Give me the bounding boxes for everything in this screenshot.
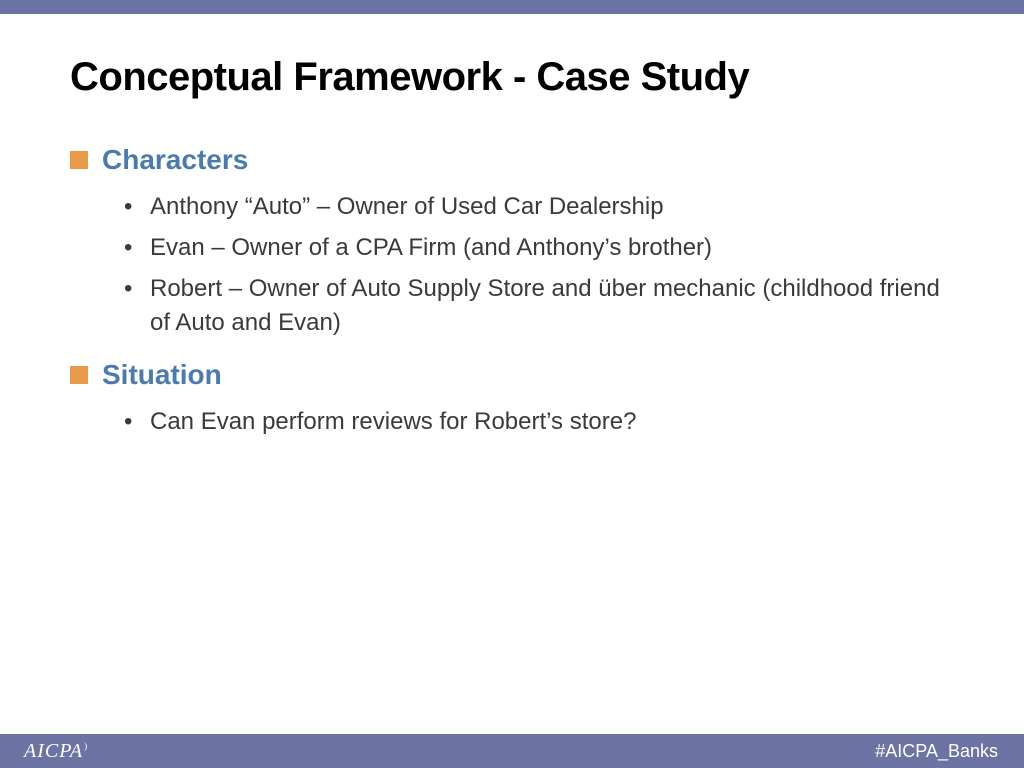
footer-logo-mark: ) (84, 741, 88, 751)
characters-list: Anthony “Auto” – Owner of Used Car Deale… (70, 190, 964, 341)
section-header: Characters (70, 144, 964, 176)
section-header: Situation (70, 359, 964, 391)
footer-logo: AICPA) (24, 740, 88, 763)
footer-logo-text: AICPA (24, 740, 83, 762)
square-bullet-icon (70, 151, 88, 169)
section-heading: Situation (102, 359, 222, 391)
section-characters: Characters Anthony “Auto” – Owner of Use… (70, 144, 964, 341)
slide-content: Conceptual Framework - Case Study Charac… (70, 55, 964, 458)
section-heading: Characters (102, 144, 248, 176)
situation-list: Can Evan perform reviews for Robert’s st… (70, 405, 964, 440)
top-accent-bar (0, 0, 1024, 14)
footer-bar: AICPA) #AICPA_Banks (0, 734, 1024, 768)
slide: Conceptual Framework - Case Study Charac… (0, 0, 1024, 768)
list-item: Robert – Owner of Auto Supply Store and … (124, 272, 964, 342)
footer-hashtag: #AICPA_Banks (875, 741, 998, 762)
list-item: Anthony “Auto” – Owner of Used Car Deale… (124, 190, 964, 225)
slide-title: Conceptual Framework - Case Study (70, 55, 964, 100)
list-item: Can Evan perform reviews for Robert’s st… (124, 405, 964, 440)
section-situation: Situation Can Evan perform reviews for R… (70, 359, 964, 440)
square-bullet-icon (70, 366, 88, 384)
list-item: Evan – Owner of a CPA Firm (and Anthony’… (124, 231, 964, 266)
